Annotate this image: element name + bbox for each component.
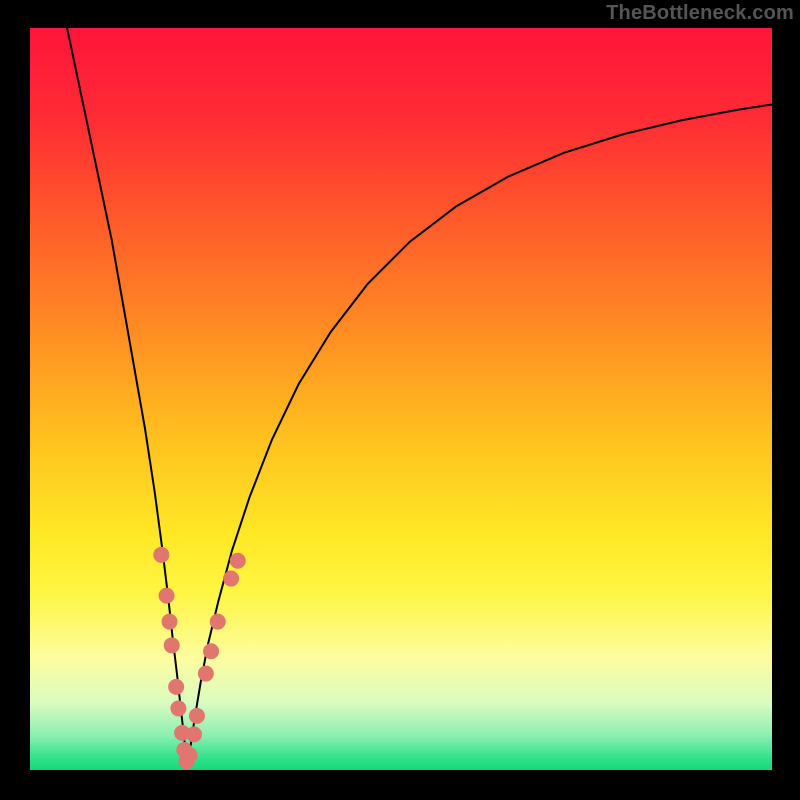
marker-dot [230,553,246,569]
marker-dot [189,708,205,724]
marker-dot [182,747,198,763]
marker-dot [210,614,226,630]
chart-container: TheBottleneck.com [0,0,800,800]
marker-dot [170,700,186,716]
marker-dot [162,614,178,630]
marker-dot [159,588,175,604]
bottleneck-chart-svg [0,0,800,800]
marker-dot [223,571,239,587]
marker-dot [203,643,219,659]
plot-background [30,28,772,770]
marker-dot [164,637,180,653]
marker-dot [198,666,214,682]
watermark-text: TheBottleneck.com [606,2,794,25]
marker-dot [153,547,169,563]
marker-dot [168,679,184,695]
marker-dot [186,726,202,742]
